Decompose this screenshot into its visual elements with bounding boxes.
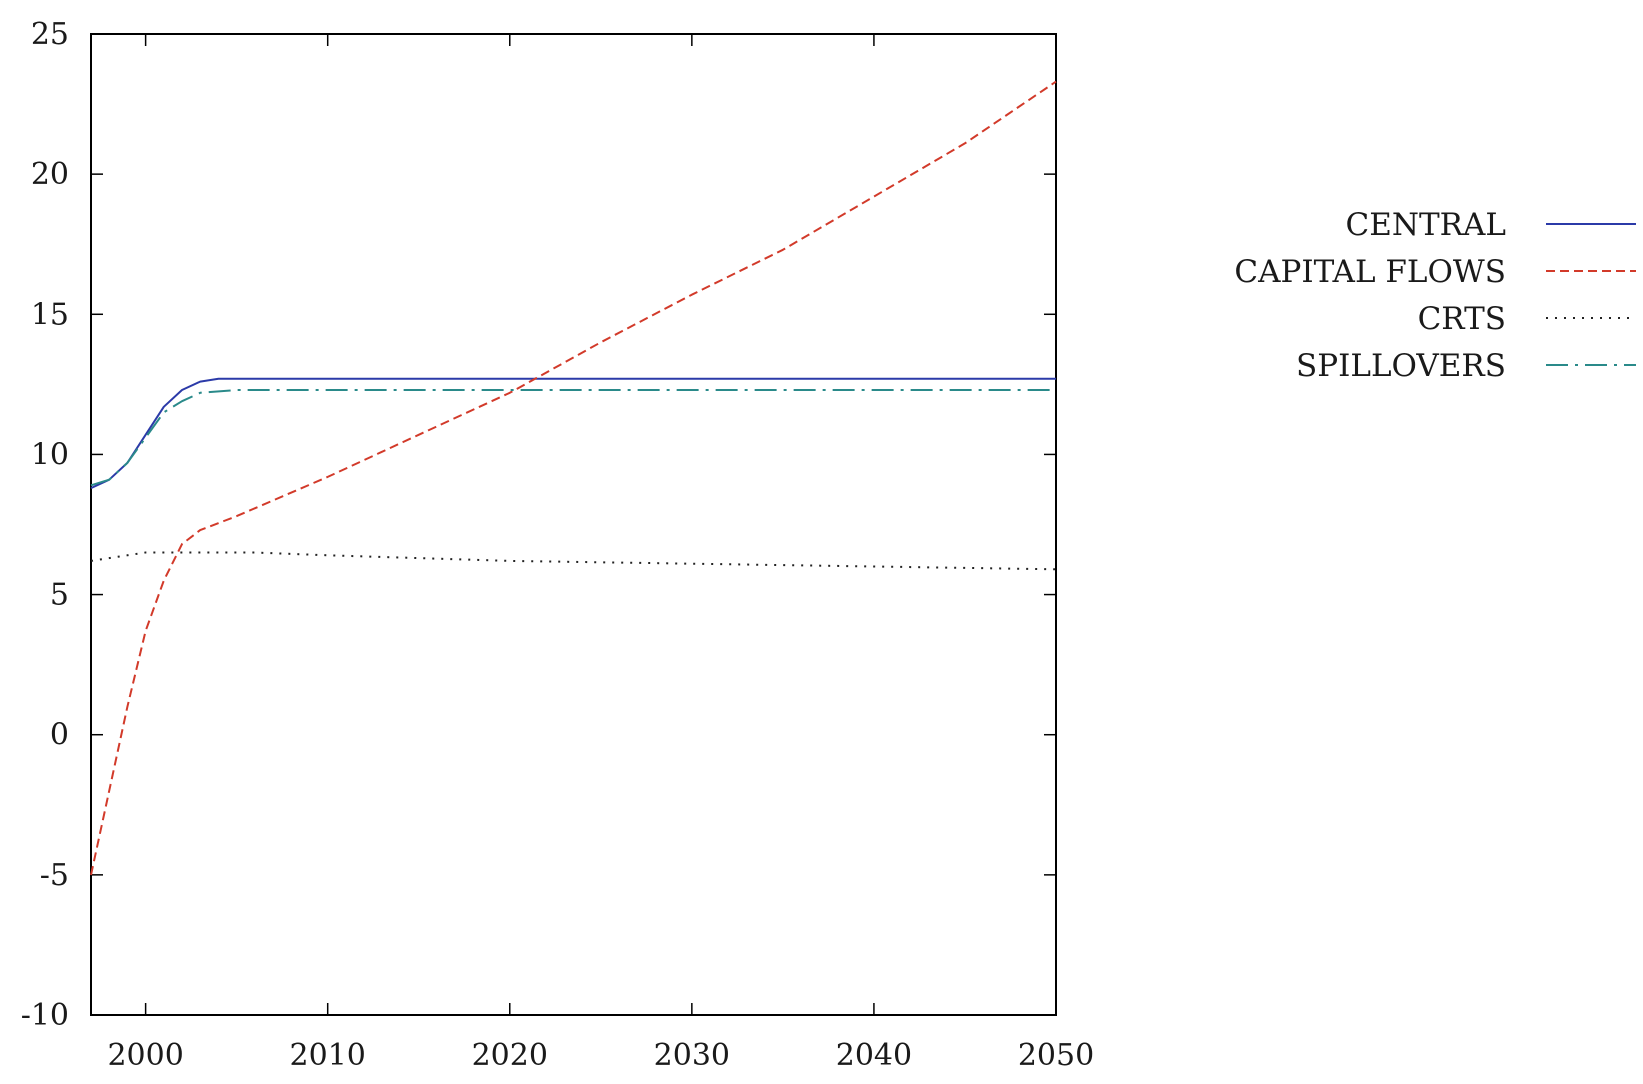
series-lines xyxy=(90,80,1057,876)
series-line-capital-flows xyxy=(90,80,1057,876)
x-tick-label: 2040 xyxy=(836,1038,912,1073)
legend-label: CRTS xyxy=(1418,301,1506,337)
series-line-crts xyxy=(90,551,1057,571)
axis-ticks xyxy=(91,33,1057,1016)
x-tick-label: 2000 xyxy=(107,1038,183,1073)
x-axis-tick-labels: 2000 2010 2020 2030 2040 2050 xyxy=(107,1038,1094,1073)
y-tick-label: 15 xyxy=(31,297,69,332)
legend-label: CENTRAL xyxy=(1346,207,1506,243)
legend-label: CAPITAL FLOWS xyxy=(1234,254,1506,290)
y-axis-tick-labels: -10 -5 0 5 10 15 20 25 xyxy=(21,17,69,1033)
y-tick-label: 0 xyxy=(50,718,69,753)
y-tick-label: 10 xyxy=(31,437,69,472)
y-tick-label: -10 xyxy=(21,998,69,1033)
x-tick-label: 2010 xyxy=(290,1038,366,1073)
legend: CENTRAL CAPITAL FLOWS CRTS SPILLOVERS xyxy=(1234,207,1636,384)
y-tick-label: 25 xyxy=(31,17,69,52)
y-tick-label: -5 xyxy=(40,858,69,893)
series-line-spillovers xyxy=(90,389,1056,487)
x-tick-label: 2020 xyxy=(472,1038,548,1073)
x-tick-label: 2030 xyxy=(654,1038,730,1073)
legend-label: SPILLOVERS xyxy=(1296,348,1506,384)
series-line-central xyxy=(90,377,1056,490)
plot-frame xyxy=(90,33,1057,1016)
y-tick-label: 20 xyxy=(31,157,69,192)
y-tick-label: 5 xyxy=(50,578,69,613)
x-tick-label: 2050 xyxy=(1018,1038,1094,1073)
